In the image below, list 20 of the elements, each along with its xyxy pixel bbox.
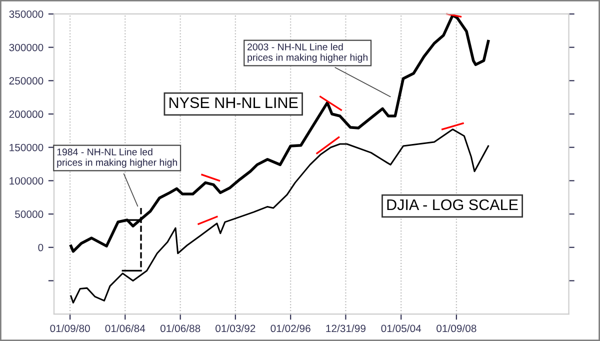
- x-tick-label: 01/03/92: [216, 324, 256, 332]
- y-tick-label: 0: [38, 244, 44, 252]
- y-tick-label: 350000: [9, 10, 44, 18]
- x-tick-label: 01/09/08: [436, 324, 476, 332]
- series-label: NYSE NH-NL LINE: [170, 97, 298, 108]
- x-tick-label: 01/06/84: [105, 324, 146, 332]
- annotation: 2003 - NH-NL Line led prices in making higher high: [248, 43, 368, 63]
- annotation: 1984 - NH-NL Line led prices in making higher high: [57, 148, 177, 168]
- y-tick-label: 50000: [15, 210, 44, 218]
- x-tick-label: 01/06/88: [160, 324, 200, 332]
- x-tick-label: 01/02/96: [270, 324, 310, 332]
- x-tick-label: 12/31/99: [326, 324, 366, 332]
- y-tick-label: 150000: [10, 144, 44, 152]
- x-tick-label: 01/05/04: [381, 324, 422, 332]
- y-tick-label: 100000: [10, 177, 44, 185]
- y-tick-label: 200000: [9, 110, 44, 118]
- x-tick-label: 01/09/80: [50, 324, 90, 332]
- y-tick-label: 300000: [9, 44, 44, 52]
- text: DJIA - LOG SCALE: [387, 199, 518, 210]
- y-tick-label: 250000: [9, 77, 44, 85]
